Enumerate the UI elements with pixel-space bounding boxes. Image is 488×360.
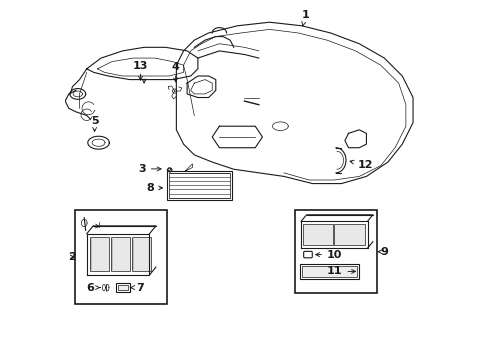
Text: 4: 4: [171, 62, 179, 72]
Bar: [334, 224, 364, 245]
Text: 11: 11: [326, 266, 355, 276]
Bar: [131, 237, 151, 271]
Text: 3: 3: [138, 164, 161, 174]
Bar: [167, 171, 231, 200]
Bar: [116, 283, 129, 292]
Bar: [117, 285, 128, 291]
Text: 13: 13: [133, 60, 148, 71]
Bar: [169, 173, 230, 198]
Text: 7: 7: [130, 283, 143, 293]
Bar: [303, 224, 333, 245]
Text: 5: 5: [91, 116, 98, 126]
Bar: [300, 264, 359, 279]
Bar: [301, 266, 357, 277]
Text: 1: 1: [301, 10, 309, 26]
Bar: [110, 237, 130, 271]
Text: 8: 8: [146, 183, 162, 193]
Bar: [294, 211, 376, 293]
Text: 12: 12: [349, 160, 372, 170]
Text: 10: 10: [315, 249, 342, 260]
Bar: [89, 237, 109, 271]
Text: 2: 2: [68, 252, 75, 262]
FancyBboxPatch shape: [303, 251, 312, 258]
Bar: [75, 211, 166, 304]
Text: 6: 6: [86, 283, 100, 293]
Text: 9: 9: [379, 247, 387, 257]
